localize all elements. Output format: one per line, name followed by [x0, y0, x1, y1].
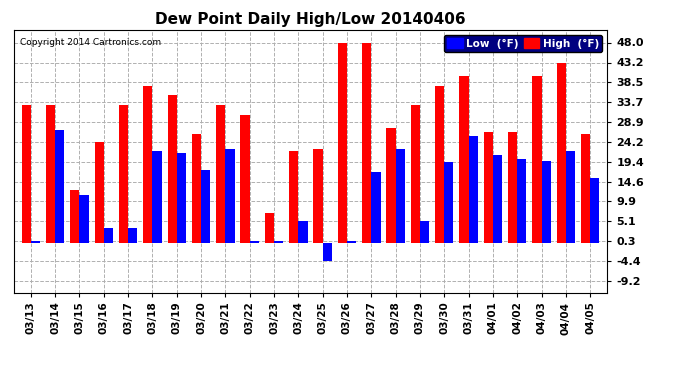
Bar: [119, 105, 128, 243]
Bar: [566, 151, 575, 243]
Bar: [337, 42, 347, 243]
Legend: Low  (°F), High  (°F): Low (°F), High (°F): [444, 35, 602, 52]
Bar: [289, 151, 298, 243]
Bar: [435, 86, 444, 243]
Bar: [508, 132, 518, 243]
Bar: [395, 149, 405, 243]
Text: Copyright 2014 Cartronics.com: Copyright 2014 Cartronics.com: [20, 38, 161, 47]
Bar: [557, 63, 566, 243]
Bar: [298, 221, 308, 243]
Bar: [144, 86, 152, 243]
Bar: [168, 94, 177, 243]
Bar: [484, 132, 493, 243]
Bar: [240, 116, 250, 243]
Bar: [128, 228, 137, 243]
Bar: [104, 228, 113, 243]
Bar: [518, 159, 526, 243]
Bar: [371, 172, 381, 243]
Bar: [347, 241, 356, 243]
Bar: [226, 149, 235, 243]
Bar: [532, 76, 542, 243]
Bar: [21, 105, 31, 243]
Bar: [313, 149, 323, 243]
Bar: [420, 221, 429, 243]
Bar: [274, 241, 284, 243]
Bar: [581, 134, 590, 243]
Bar: [201, 170, 210, 243]
Bar: [386, 128, 395, 243]
Bar: [55, 130, 64, 243]
Bar: [444, 162, 453, 243]
Bar: [460, 76, 469, 243]
Bar: [323, 243, 332, 261]
Bar: [95, 142, 103, 243]
Bar: [192, 134, 201, 243]
Bar: [216, 105, 226, 243]
Bar: [46, 105, 55, 243]
Bar: [250, 241, 259, 243]
Bar: [411, 105, 420, 243]
Bar: [79, 195, 89, 243]
Bar: [152, 151, 161, 243]
Bar: [177, 153, 186, 243]
Bar: [542, 161, 551, 243]
Bar: [469, 136, 477, 243]
Bar: [70, 190, 79, 243]
Bar: [493, 155, 502, 243]
Title: Dew Point Daily High/Low 20140406: Dew Point Daily High/Low 20140406: [155, 12, 466, 27]
Bar: [590, 178, 600, 243]
Bar: [265, 213, 274, 243]
Bar: [362, 42, 371, 243]
Bar: [31, 241, 40, 243]
